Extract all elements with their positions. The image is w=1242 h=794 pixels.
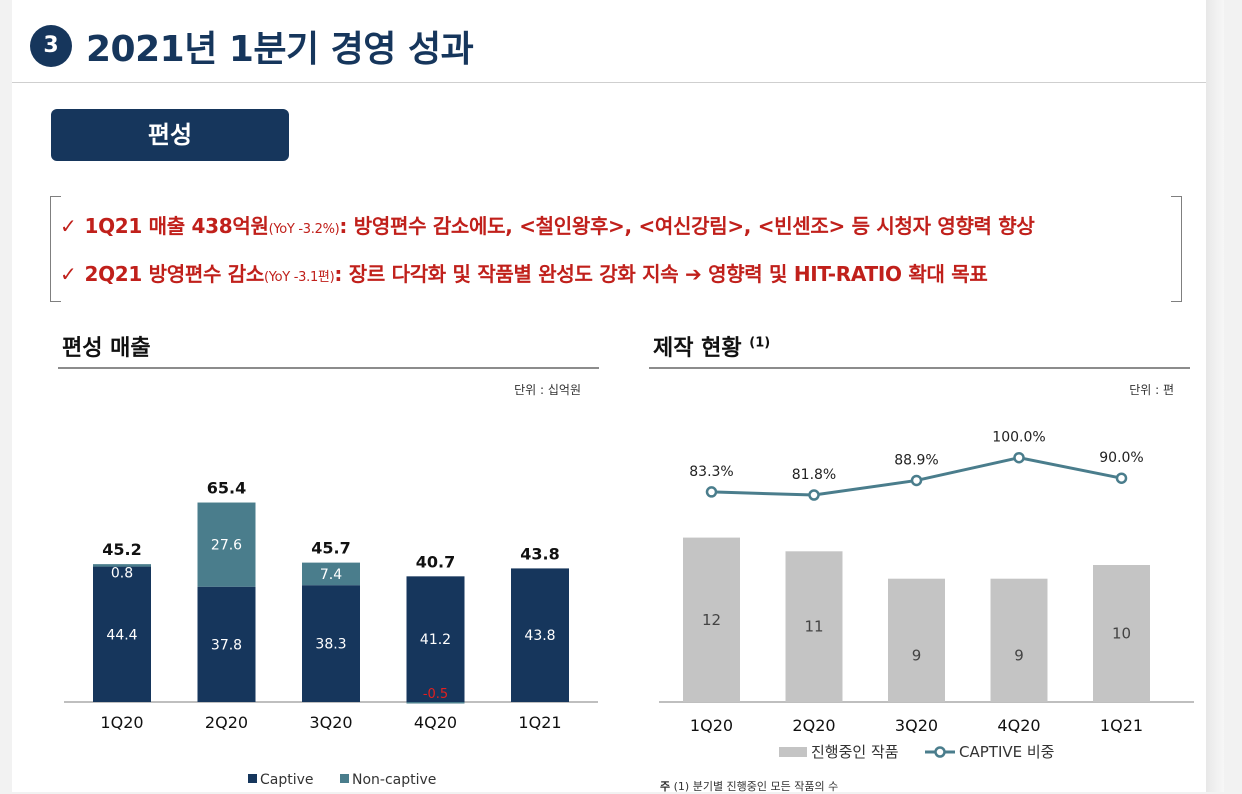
x-tick-label: 1Q20 <box>690 716 733 735</box>
left-unit-label: 단위 : 십억원 <box>514 381 581 398</box>
captive-ratio-point <box>1015 453 1024 462</box>
highlight-text: : 장르 다각화 및 작품별 완성도 강화 지속 ➔ 영향력 및 HIT-RAT… <box>334 262 987 286</box>
left-panel-rule <box>58 367 599 369</box>
x-tick-label: 4Q20 <box>997 716 1040 735</box>
revenue-chart: 44.4 0.8 45.2 1Q20 37.8 27.6 65.4 2Q20 38.3 7.4 45… <box>58 400 618 792</box>
bracket-right <box>1171 196 1182 302</box>
legend-label-captive: Captive <box>260 772 314 788</box>
captive-ratio-point <box>707 487 716 496</box>
captive-ratio-point <box>912 476 921 485</box>
highlight-note: (YoY -3.1편) <box>264 270 334 285</box>
x-tick-label: 3Q20 <box>895 716 938 735</box>
data-label-captive: 43.8 <box>524 628 555 644</box>
data-label-captive: 44.4 <box>106 627 137 643</box>
data-label-captive-ratio: 83.3% <box>689 464 733 480</box>
legend-swatch-captive <box>248 774 257 783</box>
right-panel-title: 제작 현황 (1) <box>653 330 770 362</box>
data-label-captive-ratio: 88.9% <box>894 452 938 468</box>
data-label-total: 43.8 <box>520 544 559 563</box>
left-panel-title: 편성 매출 <box>62 330 151 362</box>
highlights-box: ✓ 1Q21 매출 438억원(YoY -3.2%): 방영편수 감소에도, <철… <box>50 196 1182 300</box>
data-label-total: 65.4 <box>207 479 246 498</box>
header: 3 2021년 1분기 경영 성과 <box>12 0 1224 83</box>
captive-ratio-point <box>810 491 819 500</box>
x-tick-label: 3Q20 <box>309 713 352 732</box>
data-label-captive: 38.3 <box>315 637 346 653</box>
highlight-note: (YoY -3.2%) <box>269 222 340 237</box>
data-label-captive: 41.2 <box>420 632 451 648</box>
data-label-in-progress: 9 <box>912 646 922 664</box>
data-label-noncaptive: 27.6 <box>211 538 242 554</box>
data-label-noncaptive: 0.8 <box>111 566 133 582</box>
legend-label-captive: CAPTIVE 비중 <box>959 743 1054 761</box>
data-label-in-progress: 10 <box>1112 625 1131 643</box>
x-tick-label: 2Q20 <box>205 713 248 732</box>
data-label-captive-ratio: 81.8% <box>792 467 836 483</box>
right-panel-rule <box>649 367 1190 369</box>
production-chart: 12 1Q20 11 2Q20 9 3Q20 9 4Q20 10 1Q21 83.3% 81.8% 88… <box>649 400 1209 776</box>
x-tick-label: 4Q20 <box>414 713 457 732</box>
data-label-total: 45.2 <box>102 540 141 559</box>
data-label-total: 45.7 <box>311 539 350 558</box>
data-label-captive: 37.8 <box>211 637 242 653</box>
bar-noncaptive <box>407 702 465 704</box>
data-label-captive-ratio: 100.0% <box>992 430 1045 446</box>
section-number-badge: 3 <box>30 25 72 67</box>
data-label-captive-ratio: 90.0% <box>1099 450 1143 466</box>
check-icon: ✓ <box>60 214 76 238</box>
x-tick-label: 1Q21 <box>1100 716 1143 735</box>
legend-label-in-progress: 진행중인 작품 <box>811 743 899 761</box>
section-label: 편성 <box>51 109 289 161</box>
highlight-text: : 방영편수 감소에도, <철인왕후>, <여신강림>, <빈센조> 등 시청자… <box>339 214 1034 238</box>
x-tick-label: 1Q21 <box>518 713 561 732</box>
bar-in-progress <box>888 579 945 702</box>
data-label-total: 40.7 <box>416 552 455 571</box>
data-label-noncaptive: 7.4 <box>320 567 342 583</box>
legend-swatch-noncaptive <box>340 774 349 783</box>
page-title: 2021년 1분기 경영 성과 <box>86 20 473 72</box>
bar-in-progress <box>991 579 1048 702</box>
right-panel-title-sup: (1) <box>749 336 770 351</box>
footnote-text: (1) 분기별 진행중인 모든 작품의 수 <box>674 780 839 793</box>
right-unit-label: 단위 : 편 <box>1129 381 1174 398</box>
highlight-line-1: ✓ 1Q21 매출 438억원(YoY -3.2%): 방영편수 감소에도, <철… <box>60 210 1035 239</box>
data-label-noncaptive: -0.5 <box>423 687 448 702</box>
x-tick-label: 1Q20 <box>100 713 143 732</box>
legend-label-noncaptive: Non-captive <box>352 772 436 788</box>
x-tick-label: 2Q20 <box>792 716 835 735</box>
data-label-in-progress: 11 <box>804 618 823 636</box>
footnote-prefix: 주 <box>660 780 670 793</box>
check-icon: ✓ <box>60 262 76 286</box>
highlight-lead: 1Q21 매출 438억원 <box>84 214 268 238</box>
legend-swatch-in-progress <box>779 747 807 757</box>
data-label-in-progress: 12 <box>702 611 721 629</box>
data-label-in-progress: 9 <box>1014 646 1024 664</box>
right-panel-title-text: 제작 현황 <box>653 336 742 361</box>
slide: 3 2021년 1분기 경영 성과 편성 ✓ 1Q21 매출 438억원(YoY … <box>12 0 1224 792</box>
legend-marker-captive <box>936 748 945 757</box>
captive-ratio-point <box>1117 474 1126 483</box>
highlight-line-2: ✓ 2Q21 방영편수 감소(YoY -3.1편): 장르 다각화 및 작품별 완… <box>60 258 987 287</box>
page-edge <box>1206 0 1224 792</box>
highlight-lead: 2Q21 방영편수 감소 <box>84 262 263 286</box>
